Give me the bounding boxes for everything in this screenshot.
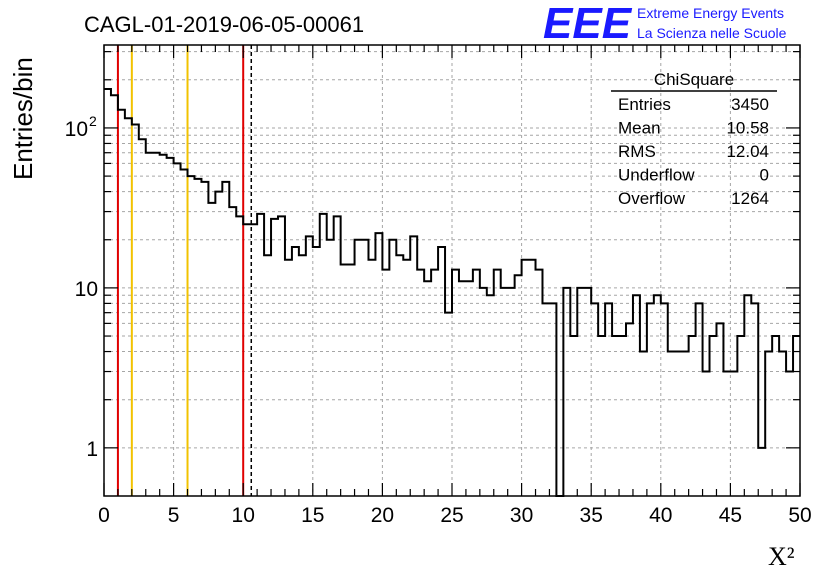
x-tick-label: 15 [301, 504, 324, 527]
x-tick-label: 35 [580, 504, 603, 527]
stats-row-label: Mean [618, 119, 661, 138]
stats-box: ChiSquare Entries 3450 Mean 10.58 RMS 12.04 Un… [611, 70, 777, 208]
plot-frame [103, 44, 801, 497]
y-tick-label: 10 [65, 118, 88, 141]
histogram-series [104, 88, 800, 497]
y-tick-exponent: 2 [89, 113, 97, 129]
stats-row-label: Underflow [618, 166, 695, 185]
stats-row-value: 3450 [731, 95, 769, 114]
x-tick-label: 30 [510, 504, 533, 527]
x-tick-label: 40 [649, 504, 672, 527]
x-axis-label: X² [768, 542, 795, 571]
stats-row-label: Entries [618, 95, 671, 114]
y-tick-label: 10 [75, 278, 98, 301]
stats-row-value: 10.58 [726, 119, 769, 138]
stats-row-label: Overflow [618, 189, 686, 208]
stats-row-value: 0 [760, 166, 769, 185]
stats-row-value: 12.04 [726, 142, 769, 161]
y-axis-label: Entries/bin [8, 57, 38, 180]
x-tick-label: 5 [168, 504, 180, 527]
x-tick-label: 10 [232, 504, 255, 527]
threshold-markers [116, 45, 253, 496]
x-tick-label: 20 [371, 504, 394, 527]
x-tick-label: 45 [719, 504, 742, 527]
stats-row-label: RMS [618, 142, 656, 161]
x-tick-label: 25 [440, 504, 463, 527]
x-tick-label: 50 [788, 504, 811, 527]
stats-title: ChiSquare [654, 70, 734, 89]
x-axis-tick-labels: 0 5 10 15 20 25 30 35 40 45 50 [98, 504, 812, 527]
logo-line-2: La Scienza nelle Scuole [637, 25, 787, 41]
eee-logo: EEE [543, 0, 633, 48]
run-title: CAGL-01-2019-06-05-00061 [84, 12, 364, 37]
stats-row-value: 1264 [731, 189, 769, 208]
logo-line-1: Extreme Energy Events [637, 5, 784, 21]
y-tick-label: 1 [86, 438, 98, 461]
x-tick-label: 0 [98, 504, 110, 527]
